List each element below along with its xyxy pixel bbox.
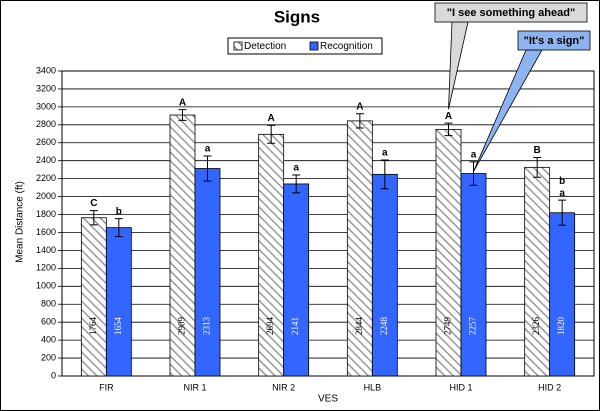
chart-title: Signs — [274, 7, 320, 26]
y-axis-label: Mean Distance (ft) — [15, 181, 26, 263]
callout-text: "I see something ahead" — [447, 7, 575, 19]
x-axis-label: VES — [318, 394, 338, 405]
error-bar — [558, 199, 567, 226]
callout-box — [517, 30, 591, 51]
bar — [258, 133, 285, 377]
error-bar — [203, 155, 212, 182]
y-tick-label: 1400 — [36, 245, 56, 255]
legend-label: Recognition — [320, 41, 373, 52]
y-tick-label: 3000 — [36, 101, 56, 111]
value-label: 2141 — [290, 317, 300, 335]
y-tick-label: 1000 — [36, 281, 56, 291]
error-bar — [267, 124, 276, 144]
x-tick-label: NIR 2 — [272, 382, 295, 392]
bar — [371, 173, 398, 377]
value-label: 2694 — [265, 317, 275, 336]
value-label: 2749 — [443, 317, 453, 336]
bar — [524, 166, 551, 377]
bar — [80, 217, 107, 377]
x-tick-label: NIR 1 — [183, 382, 206, 392]
significance-letter: a — [382, 148, 388, 159]
significance-letter: a — [471, 150, 477, 161]
value-label: 2326 — [531, 317, 541, 336]
bar — [283, 183, 310, 377]
bar — [460, 173, 487, 377]
bar — [549, 212, 576, 377]
x-tick-label: HLB — [364, 382, 382, 392]
error-bar — [533, 156, 542, 178]
y-tick-label: 0 — [51, 370, 56, 380]
y-tick-label: 400 — [41, 334, 56, 344]
y-tick-label: 2200 — [36, 173, 56, 183]
y-tick-label: 1200 — [36, 263, 56, 273]
significance-letter: a — [559, 188, 565, 199]
error-bar — [178, 109, 187, 121]
error-bar — [355, 113, 364, 129]
significance-letter: B — [534, 145, 541, 156]
value-label: 2313 — [202, 317, 212, 336]
x-tick-label: HID 2 — [538, 382, 561, 392]
y-tick-label: 600 — [41, 317, 56, 327]
y-tick-label: 1800 — [36, 209, 56, 219]
legend-swatch — [309, 41, 319, 51]
y-tick-label: 1600 — [36, 227, 56, 237]
y-tick-label: 3400 — [36, 65, 56, 75]
callout-box — [434, 2, 588, 23]
value-label: 2909 — [177, 317, 187, 336]
significance-letter: A — [179, 97, 186, 108]
significance-letter: A — [356, 101, 363, 112]
x-tick-label: FIR — [99, 382, 114, 392]
bar — [105, 227, 132, 377]
value-label: 1820 — [556, 317, 566, 336]
significance-letter: b — [116, 206, 122, 217]
significance-letter: A — [445, 111, 452, 122]
legend-swatch — [233, 41, 243, 51]
bar — [346, 120, 373, 377]
bar — [435, 128, 462, 377]
significance-letter: b — [559, 176, 565, 187]
bar — [169, 114, 196, 377]
significance-letter: a — [293, 163, 299, 174]
error-bar — [114, 218, 123, 238]
y-tick-label: 200 — [41, 352, 56, 362]
error-bar — [89, 210, 98, 226]
y-tick-label: 2800 — [36, 119, 56, 129]
plot-area — [61, 70, 595, 377]
error-bar — [469, 161, 478, 186]
y-tick-label: 3200 — [36, 83, 56, 93]
x-tick-label: HID 1 — [449, 382, 472, 392]
significance-letter: A — [268, 113, 275, 124]
y-tick-label: 2000 — [36, 191, 56, 201]
value-label: 2257 — [468, 317, 478, 336]
error-bar — [380, 159, 389, 190]
y-tick-label: 2600 — [36, 137, 56, 147]
y-tick-label: 800 — [41, 299, 56, 309]
error-bar — [292, 174, 301, 194]
value-label: 2844 — [354, 317, 364, 336]
legend-label: Detection — [244, 41, 286, 52]
significance-letter: a — [205, 144, 211, 155]
significance-letter: C — [90, 198, 97, 209]
error-bar — [444, 122, 453, 137]
bar — [194, 168, 221, 377]
legend-box — [227, 37, 383, 55]
value-label: 1764 — [88, 317, 98, 336]
value-label: 2248 — [379, 317, 389, 336]
value-label: 1654 — [113, 317, 123, 336]
y-tick-label: 2400 — [36, 155, 56, 165]
callout-text: "It's a sign" — [524, 35, 585, 47]
